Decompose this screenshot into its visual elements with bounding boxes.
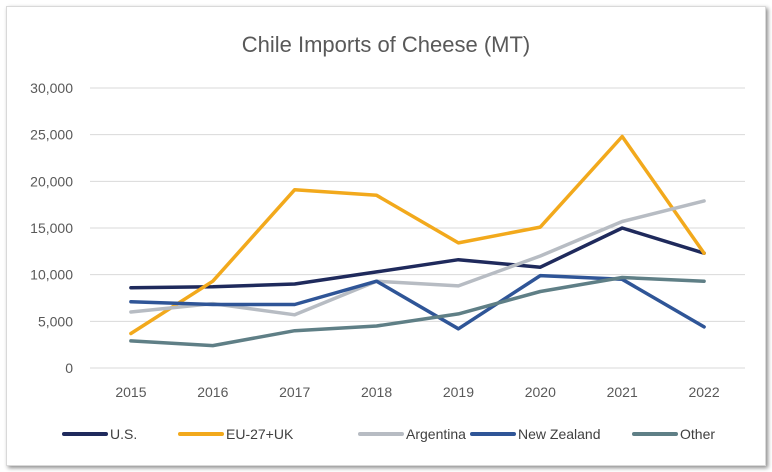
legend: U.S. EU-27+UK Argentina New Zealand Other [62, 426, 715, 442]
x-tick-label: 2017 [279, 384, 310, 400]
chart-title: Chile Imports of Cheese (MT) [242, 32, 531, 57]
y-tick-label: 20,000 [30, 173, 73, 189]
y-axis-tick-labels: 0 5,000 10,000 15,000 20,000 25,000 30,000 [30, 80, 73, 376]
legend-label-argentina: Argentina [406, 426, 466, 442]
series-line-other [129, 275, 706, 348]
y-tick-label: 0 [65, 360, 73, 376]
y-tick-label: 15,000 [30, 220, 73, 236]
legend-label-other: Other [680, 426, 715, 442]
x-tick-label: 2021 [607, 384, 638, 400]
x-tick-label: 2020 [525, 384, 556, 400]
series-line-u-s [129, 226, 706, 290]
chart-frame [6, 6, 766, 466]
x-tick-label: 2022 [688, 384, 719, 400]
x-tick-label: 2019 [443, 384, 474, 400]
x-tick-label: 2016 [197, 384, 228, 400]
x-axis-tick-labels: 2015 2016 2017 2018 2019 2020 2021 2022 [115, 384, 719, 400]
y-tick-label: 25,000 [30, 127, 73, 143]
legend-label-new-zealand: New Zealand [518, 426, 601, 442]
legend-label-eu-27-uk: EU-27+UK [226, 426, 294, 442]
legend-label-u-s: U.S. [110, 426, 137, 442]
y-tick-label: 10,000 [30, 267, 73, 283]
gridlines [90, 87, 745, 369]
series-line-eu-27-uk [129, 134, 706, 336]
y-tick-label: 30,000 [30, 80, 73, 96]
y-tick-label: 5,000 [38, 313, 73, 329]
x-tick-label: 2018 [361, 384, 392, 400]
x-tick-label: 2015 [115, 384, 146, 400]
series-lines [129, 134, 706, 348]
